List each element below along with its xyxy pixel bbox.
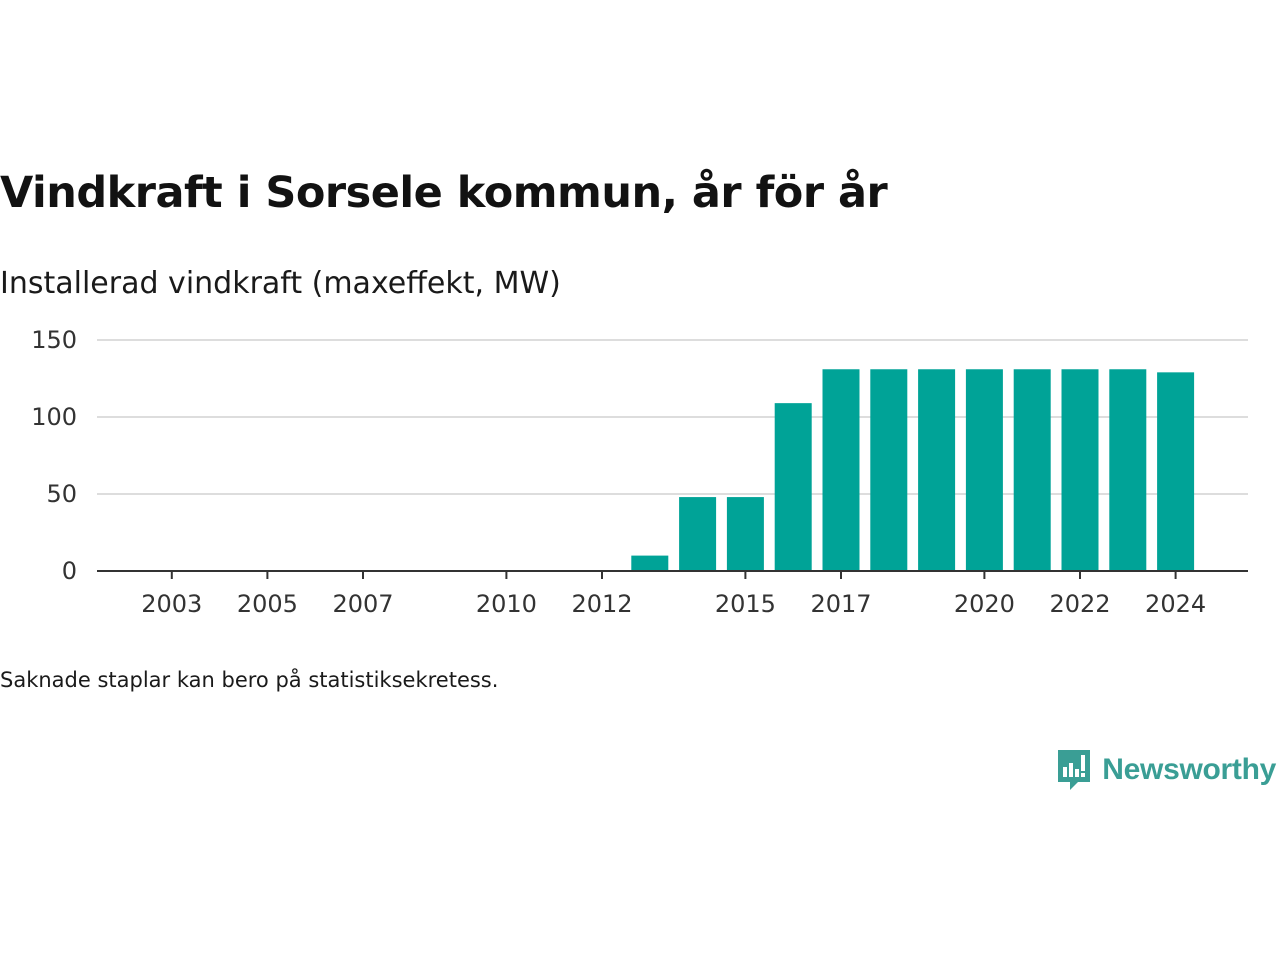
bar-2023 [1109, 369, 1147, 571]
x-tick-label: 2015 [715, 590, 776, 618]
brand-logo: Newsworthy [1056, 748, 1276, 792]
x-tick-label: 2024 [1145, 590, 1206, 618]
bar-2016 [774, 403, 812, 571]
x-tick-label: 2020 [954, 590, 1015, 618]
bar-2020 [965, 369, 1003, 571]
x-tick-label: 2003 [141, 590, 202, 618]
footnote: Saknade staplar kan bero på statistiksek… [0, 668, 499, 692]
x-tick-label: 2012 [571, 590, 632, 618]
bar-chart: 0 50 100 150 2003 2005 2007 2010 2012 2015 2017 202… [31, 326, 1248, 618]
bar-2017 [822, 369, 860, 571]
y-tick-label: 150 [31, 326, 77, 354]
y-tick-label: 0 [62, 557, 77, 585]
bar-2018 [870, 369, 908, 571]
bar-chart-speech-bubble-icon [1056, 748, 1092, 792]
bar-2014 [679, 497, 717, 571]
y-tick-label: 50 [46, 480, 77, 508]
x-tick-label: 2007 [332, 590, 393, 618]
bar-2013 [631, 555, 669, 571]
bar-2019 [918, 369, 956, 571]
x-tick-label: 2022 [1049, 590, 1110, 618]
x-tick-label: 2010 [476, 590, 537, 618]
grid-lines [97, 339, 1248, 495]
chart-subtitle: Installerad vindkraft (maxeffekt, MW) [0, 266, 561, 301]
axes: 0 50 100 150 2003 2005 2007 2010 2012 2015 2017 202… [31, 326, 1248, 618]
brand-name: Newsworthy [1102, 753, 1276, 786]
chart-title: Vindkraft i Sorsele kommun, år för år [0, 168, 888, 218]
x-tick-label: 2017 [810, 590, 871, 618]
y-tick-label: 100 [31, 403, 77, 431]
bars [631, 369, 1195, 571]
bar-2022 [1061, 369, 1099, 571]
x-tick-label: 2005 [237, 590, 298, 618]
bar-2015 [726, 497, 764, 571]
bar-2021 [1013, 369, 1051, 571]
bar-2024 [1157, 372, 1195, 571]
